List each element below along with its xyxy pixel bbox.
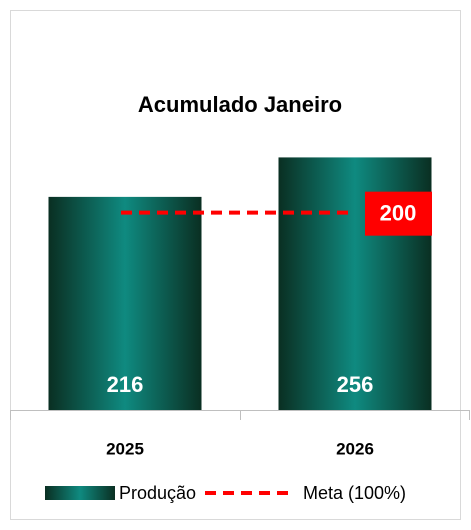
target-label: 200 <box>380 200 417 225</box>
chart-title: Acumulado Janeiro <box>138 92 342 117</box>
legend-label: Meta (100%) <box>303 483 406 503</box>
x-tick-label: 2025 <box>106 439 144 458</box>
legend-label: Produção <box>119 483 196 503</box>
bar <box>48 196 202 410</box>
x-tick-label: 2026 <box>336 439 374 458</box>
legend-swatch <box>45 486 115 500</box>
bar-value-label: 256 <box>337 372 374 397</box>
bar-value-label: 216 <box>107 372 144 397</box>
target-label-box <box>365 191 432 236</box>
